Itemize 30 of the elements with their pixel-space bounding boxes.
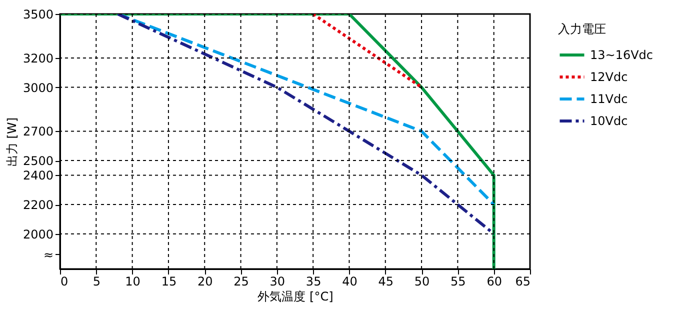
legend-title: 入力電圧 xyxy=(558,22,606,36)
x-tick-label: 10 xyxy=(125,274,140,288)
legend-label: 10Vdc xyxy=(590,114,628,128)
y-tick-label: 3000 xyxy=(22,80,54,95)
x-tick-label: 0 xyxy=(60,274,68,288)
x-tick-label: 55 xyxy=(450,274,466,288)
x-tick-label: 35 xyxy=(306,274,322,288)
y-axis-title: 出力 [W] xyxy=(4,117,19,167)
y-tick-label: 2400 xyxy=(22,168,54,183)
y-tick-label: ≈ xyxy=(43,248,54,262)
x-tick-label: 45 xyxy=(378,274,394,288)
x-tick-label: 65 xyxy=(515,274,530,288)
x-tick-label: 40 xyxy=(342,274,358,288)
x-tick-label: 25 xyxy=(234,274,249,288)
x-tick-label: 15 xyxy=(161,274,177,288)
legend-label: 12Vdc xyxy=(590,70,628,84)
y-tick-label: 2000 xyxy=(22,227,54,242)
y-tick-label: 3500 xyxy=(22,8,54,22)
y-tick-label: 2200 xyxy=(22,198,54,212)
y-tick-label: 3200 xyxy=(22,51,54,66)
x-axis-title: 外気温度 [°C] xyxy=(258,290,334,304)
legend-label: 11Vdc xyxy=(590,92,628,106)
y-tick-label: 2700 xyxy=(22,124,54,139)
x-tick-label: 30 xyxy=(270,274,286,288)
x-tick-label: 5 xyxy=(92,274,100,288)
x-tick-label: 50 xyxy=(414,274,430,288)
y-tick-label: 2500 xyxy=(22,154,54,168)
x-tick-label: 60 xyxy=(486,274,502,288)
x-tick-label: 20 xyxy=(197,274,213,288)
legend-label: 13~16Vdc xyxy=(590,48,654,62)
